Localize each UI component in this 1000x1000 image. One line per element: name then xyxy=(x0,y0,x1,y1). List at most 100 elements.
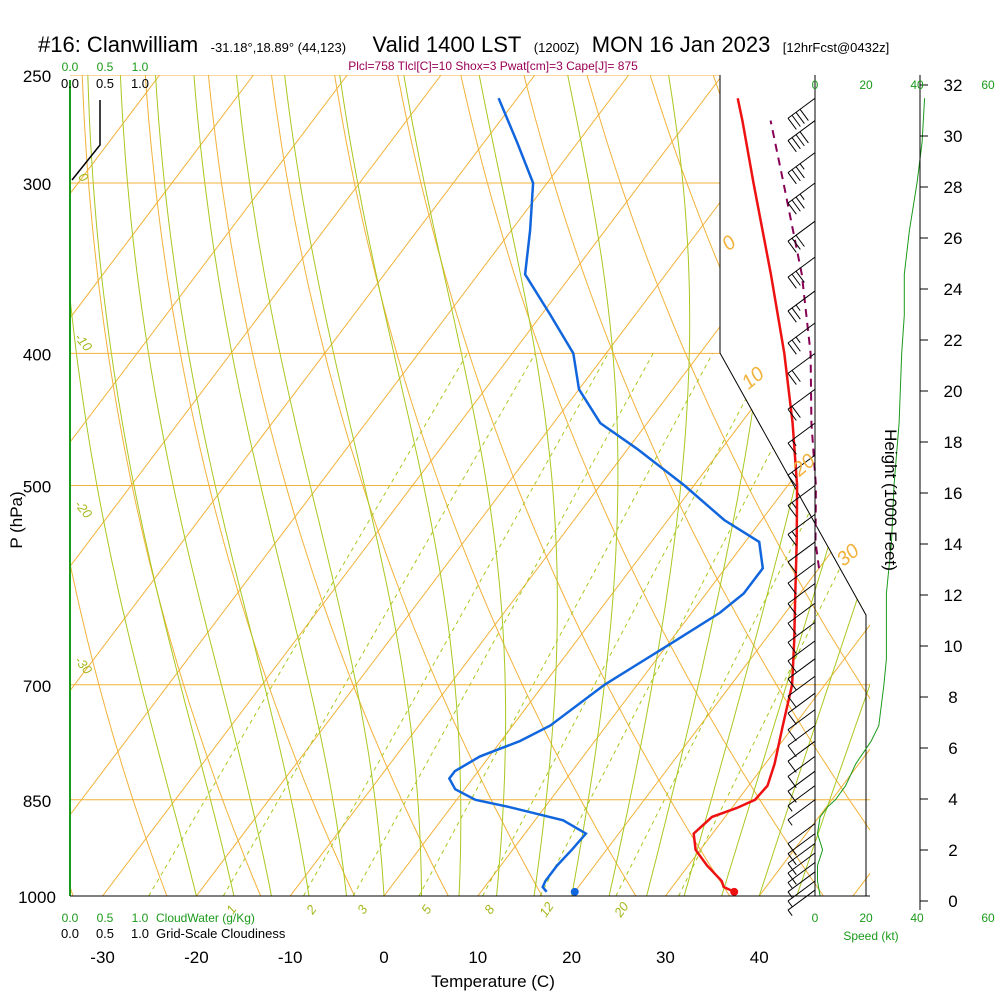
barb-feather xyxy=(787,140,797,153)
barb-staff xyxy=(787,290,816,312)
mixing-ratio-label: 12 xyxy=(536,899,557,920)
cloudiness-line xyxy=(71,100,101,181)
cloudwater-scale-top: 1.0 xyxy=(132,60,149,74)
cloudwater-label: CloudWater (g/Kg) xyxy=(156,911,255,925)
speed-tick-label-top: 40 xyxy=(910,78,924,92)
barb-feather xyxy=(791,237,801,250)
height-tick-label: 16 xyxy=(944,484,963,503)
barb-feather xyxy=(787,863,797,875)
isotherm-line xyxy=(665,624,870,896)
x-axis-label: Temperature (C) xyxy=(431,972,555,991)
chart-title: #16: Clanwilliam -31.18°,18.89° (44,123)… xyxy=(38,32,889,57)
height-tick-label: 8 xyxy=(948,688,957,707)
barb-staff xyxy=(787,740,816,762)
speed-axis-label: Speed (kt) xyxy=(843,929,898,943)
dry-adiabat-line xyxy=(70,561,168,896)
barb-staff xyxy=(787,755,816,777)
wind-barb xyxy=(787,889,816,916)
wind-barb xyxy=(787,541,816,574)
wind-barb xyxy=(787,352,816,385)
moist-adiabat-line xyxy=(339,75,462,896)
title-coords: -31.18°,18.89° (44,123) xyxy=(211,40,346,55)
height-tick-label: 6 xyxy=(948,739,957,758)
speed-profile-line xyxy=(816,98,926,897)
mixing-ratio-label: 3 xyxy=(354,902,371,917)
barb-feather xyxy=(791,114,801,127)
wind-barb xyxy=(787,725,816,758)
dry-adiabat-line xyxy=(460,75,824,896)
title-zulu: (1200Z) xyxy=(534,40,580,55)
barb-feather xyxy=(787,729,797,742)
x-tick-label: 30 xyxy=(656,948,675,967)
barb-half-feather xyxy=(791,439,797,447)
height-tick-label: 2 xyxy=(948,841,957,860)
dry-adiabat-line xyxy=(207,75,449,896)
barb-feather xyxy=(787,505,797,518)
dry-adiabat-line xyxy=(586,75,870,700)
barb-staff xyxy=(787,640,816,662)
barb-staff xyxy=(787,97,816,119)
cloudwater-scale-bottom: 1.0 xyxy=(132,911,149,925)
barb-feather xyxy=(799,131,809,144)
barb-half-feather xyxy=(787,805,793,812)
barb-staff xyxy=(787,871,816,893)
x-tick-label: -20 xyxy=(184,948,209,967)
speed-tick-label-top: 60 xyxy=(981,78,995,92)
wind-barb xyxy=(787,799,816,826)
barb-feather xyxy=(787,642,797,654)
dry-adiabat-line xyxy=(523,75,870,831)
speed-tick-label-bottom: 20 xyxy=(859,911,873,925)
barb-staff xyxy=(787,799,816,821)
cloudwater-scale-bottom: 0.0 xyxy=(62,911,79,925)
wind-barb xyxy=(787,871,816,898)
wind-barb xyxy=(787,454,816,487)
barb-feather xyxy=(787,872,797,885)
height-tick-label: 28 xyxy=(944,178,963,197)
moist-adiabat-line xyxy=(236,75,385,896)
cloudiness-scale-bottom: 0.0 xyxy=(61,926,79,941)
barb-staff xyxy=(787,725,816,747)
barb-feather xyxy=(787,622,797,635)
barb-half-feather xyxy=(795,304,801,311)
barb-half-feather xyxy=(791,531,797,538)
barb-feather xyxy=(787,790,797,803)
height-tick-label: 20 xyxy=(944,382,963,401)
wind-barb xyxy=(787,562,816,595)
x-tick-label: -10 xyxy=(278,948,303,967)
surface-dewpoint-dot xyxy=(570,887,579,896)
barb-feather xyxy=(791,199,801,212)
wind-barb xyxy=(787,640,816,673)
moist-adiabat-line xyxy=(155,75,310,896)
sounding-curves xyxy=(69,80,926,897)
speed-tick-label-bottom: 40 xyxy=(910,911,924,925)
moist-adiabat-line xyxy=(608,75,691,896)
wind-barb xyxy=(787,97,816,130)
p-tick-label: 1000 xyxy=(18,888,56,907)
p-tick-label: 400 xyxy=(23,345,51,364)
moist-adiabat-line xyxy=(721,403,870,896)
wind-barb xyxy=(787,152,816,185)
barb-feather xyxy=(787,240,797,253)
wind-barb xyxy=(787,823,816,856)
barb-feather xyxy=(787,760,797,773)
barb-staff xyxy=(787,422,816,444)
barb-half-feather xyxy=(787,819,793,826)
moist-adiabat-line xyxy=(87,75,235,896)
barb-feather xyxy=(787,853,797,866)
barb-feather xyxy=(787,310,797,323)
barb-feather xyxy=(795,196,805,209)
barb-staff xyxy=(787,152,816,174)
height-axis-label: Height (1000 Feet) xyxy=(881,429,900,571)
cloudwater-scale-bottom: 0.5 xyxy=(97,911,114,925)
barb-staff xyxy=(787,862,816,883)
dewpoint-line xyxy=(447,97,765,893)
height-tick-label: 30 xyxy=(944,127,963,146)
barb-staff xyxy=(787,709,816,731)
barb-half-feather xyxy=(799,193,805,200)
isotherm-line xyxy=(758,748,870,896)
wind-barb xyxy=(787,692,816,725)
wind-barb xyxy=(787,220,816,253)
barb-half-feather xyxy=(787,891,793,898)
barb-staff xyxy=(787,485,816,506)
speed-tick-label-bottom: 60 xyxy=(981,911,995,925)
